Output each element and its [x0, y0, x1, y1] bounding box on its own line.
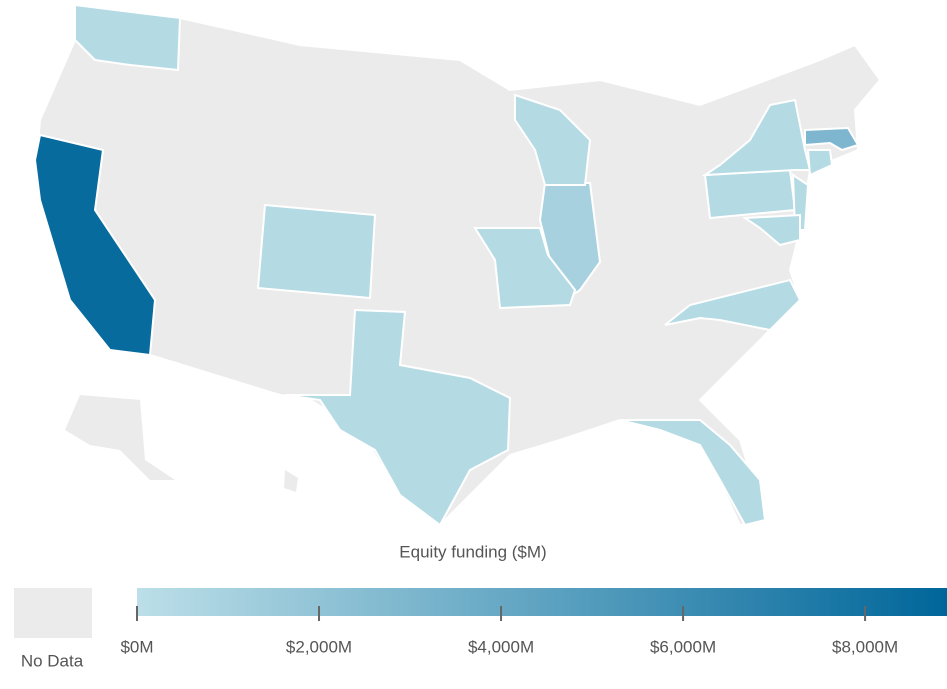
map: [33, 3, 882, 527]
state: [473, 227, 577, 310]
state: [664, 278, 802, 332]
state: [806, 149, 834, 177]
state: [703, 168, 797, 220]
state: [741, 213, 801, 247]
state: [619, 419, 767, 527]
tick-label: $4,000M: [468, 637, 534, 656]
state: [284, 308, 512, 527]
tick-label: $2,000M: [286, 637, 352, 656]
state: [74, 3, 182, 72]
tick-label: $0M: [120, 637, 153, 656]
state: [514, 93, 592, 186]
tick-label: $6,000M: [650, 637, 716, 656]
alaska: [65, 395, 175, 480]
legend-title: Equity funding ($M): [399, 542, 546, 561]
state: [701, 98, 812, 177]
state: [33, 133, 157, 357]
no-data-label: No Data: [21, 651, 84, 670]
hawaii: [284, 470, 298, 492]
color-bar: [137, 588, 947, 616]
tick-label: $8,000M: [832, 637, 898, 656]
state: [256, 203, 377, 300]
no-data-swatch: [14, 588, 92, 638]
